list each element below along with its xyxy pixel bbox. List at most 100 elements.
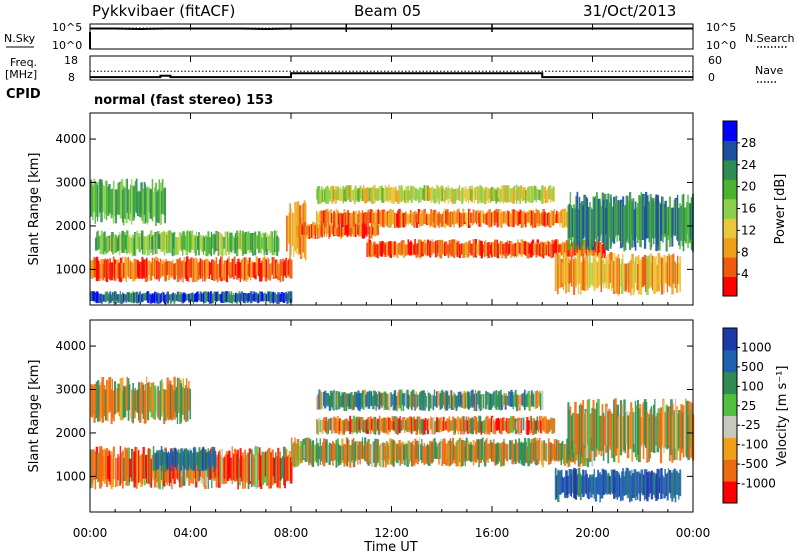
scatter-cell — [482, 394, 485, 409]
scatter-cell — [372, 244, 375, 257]
scatter-cell — [376, 394, 379, 407]
scatter-cell — [150, 189, 153, 219]
scatter-cell — [225, 232, 227, 257]
scatter-cell — [116, 388, 119, 414]
scatter-cell — [396, 213, 399, 227]
scatter-cell — [688, 401, 691, 459]
scatter-cell — [337, 443, 340, 467]
scatter-cell — [160, 191, 163, 215]
scatter-cell — [233, 237, 236, 254]
scatter-cell — [450, 420, 453, 431]
scatter-cell — [382, 442, 384, 468]
scatter-cell — [392, 242, 395, 258]
scatter-cell — [217, 263, 221, 281]
scatter-cell — [673, 468, 676, 496]
scatter-cell — [452, 212, 454, 225]
scatter-cell — [196, 456, 198, 482]
scatter-cell — [380, 443, 382, 468]
scatter-cell — [675, 199, 678, 240]
scatter-cell — [585, 474, 588, 495]
colorbar-tick-label: 16 — [741, 202, 756, 216]
scatter-cell — [558, 212, 560, 224]
scatter-cell — [285, 257, 287, 278]
scatter-cell — [327, 418, 330, 434]
scatter-cell — [240, 259, 243, 279]
scatter-cell — [386, 442, 389, 465]
scatter-cell — [317, 420, 319, 435]
scatter-cell — [426, 390, 429, 409]
scatter-cell — [582, 254, 585, 291]
scatter-cell — [101, 449, 104, 477]
scatter-cell — [360, 224, 363, 237]
scatter-cell — [328, 210, 330, 223]
scatter-cell — [397, 210, 399, 228]
scatter-cell — [535, 188, 537, 203]
scatter-cell — [498, 393, 501, 407]
scatter-cell — [423, 419, 426, 435]
scatter-cell — [273, 263, 276, 279]
scatter-cell — [608, 202, 611, 238]
scatter-cell — [651, 255, 654, 291]
scatter-cell — [328, 190, 331, 202]
scatter-cell — [351, 225, 353, 234]
scatter-cell — [111, 263, 114, 276]
scatter-cell — [405, 391, 407, 407]
scatter-cell — [128, 259, 132, 279]
scatter-cell — [506, 444, 509, 462]
scatter-cell — [600, 256, 603, 293]
scatter-cell — [484, 419, 486, 435]
scatter-cell — [544, 241, 547, 256]
scatter-cell — [603, 469, 607, 494]
scatter-cell — [677, 414, 680, 451]
scatter-cell — [320, 210, 323, 227]
scatter-cell — [375, 226, 378, 236]
scatter-cell — [279, 293, 282, 303]
scatter-cell — [362, 394, 365, 410]
scatter-cell — [375, 444, 378, 466]
scatter-cell — [270, 263, 272, 278]
scatter-cell — [179, 454, 181, 488]
scatter-cell — [182, 378, 185, 414]
scatter-cell — [335, 418, 338, 434]
scatter-cell — [525, 441, 527, 464]
scatter-cell — [336, 394, 339, 406]
scatter-cell — [449, 211, 452, 228]
scatter-cell — [605, 256, 608, 288]
scatter-cell — [248, 293, 251, 302]
scatter-cell — [468, 416, 470, 433]
scatter-cell — [366, 226, 368, 237]
x-tick-label: 00:00 — [676, 526, 711, 540]
scatter-cell — [530, 241, 533, 258]
scatter-cell — [361, 416, 364, 432]
velocity-y-axis-label: Slant Range [km] — [27, 360, 42, 473]
scatter-cell — [211, 453, 213, 467]
scatter-cell — [534, 186, 537, 200]
scatter-cell — [541, 415, 543, 434]
scatter-cell — [468, 241, 470, 257]
scatter-cell — [556, 475, 559, 499]
colorbar-tick-label: 28 — [741, 136, 756, 150]
scatter-cell — [167, 451, 169, 466]
scatter-cell — [439, 417, 442, 431]
scatter-cell — [149, 293, 152, 304]
scatter-cell — [582, 240, 585, 256]
scatter-cell — [470, 418, 472, 434]
scatter-cell — [437, 391, 440, 406]
scatter-cell — [334, 212, 337, 228]
scatter-cell — [413, 416, 416, 432]
scatter-cell — [380, 419, 382, 431]
scatter-cell — [277, 237, 280, 252]
scatter-cell — [412, 440, 414, 467]
scatter-cell — [465, 212, 468, 227]
scatter-cell — [404, 244, 406, 258]
x-tick-label: 16:00 — [475, 526, 510, 540]
scatter-cell — [194, 236, 197, 256]
scatter-cell — [577, 438, 580, 467]
scatter-cell — [537, 439, 540, 465]
scatter-cell — [543, 187, 545, 199]
scatter-cell — [320, 186, 323, 203]
scatter-cell — [334, 225, 336, 236]
scatter-cell — [401, 417, 404, 430]
scatter-cell — [447, 185, 449, 205]
scatter-cell — [111, 379, 113, 419]
